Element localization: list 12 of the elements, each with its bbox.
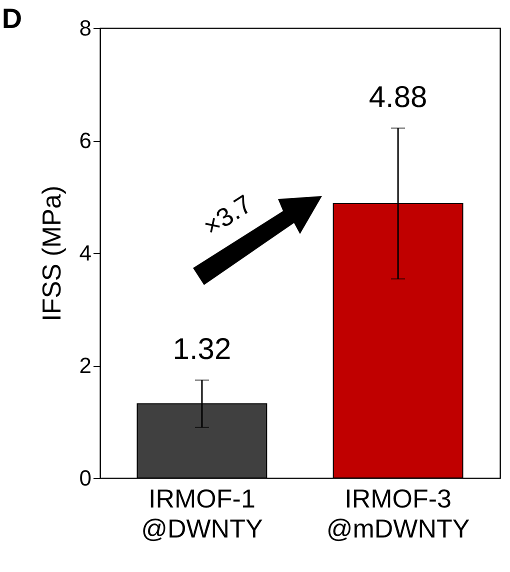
x-tick-label: IRMOF-1 @DWNTY: [141, 484, 263, 544]
text: D: [2, 3, 22, 34]
x-tick-label: IRMOF-3 @mDWNTY: [326, 484, 470, 544]
y-tick-label: 0: [79, 466, 92, 490]
y-tick-label: 6: [79, 128, 92, 153]
y-axis-title: IFSS (MPa): [36, 186, 66, 322]
y-tick-label: 8: [79, 16, 92, 40]
data-label: 1.32: [172, 333, 232, 366]
data-label: 4.88: [368, 81, 428, 114]
annotation: ×3.7: [198, 188, 258, 242]
y-tick-label: 4: [79, 240, 92, 266]
y-tick-label: 2: [79, 353, 92, 378]
